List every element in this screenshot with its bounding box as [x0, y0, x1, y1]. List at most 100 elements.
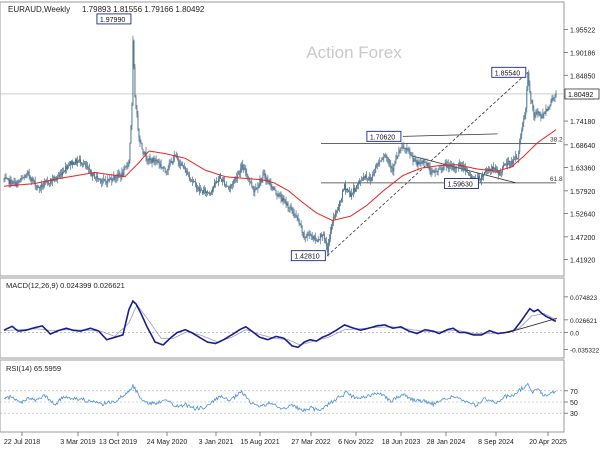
- candle-body: [186, 171, 188, 175]
- price-candle: [292, 207, 294, 217]
- price-panel: EURAUD,Weekly 1.79893 1.81556 1.79166 1.…: [0, 1, 600, 277]
- price-candle: [393, 163, 395, 177]
- price-annotation-box: [290, 250, 326, 262]
- candle-body: [216, 181, 217, 184]
- price-candle: [323, 231, 325, 244]
- price-annotation-box: [491, 66, 527, 78]
- price-candle: [231, 183, 233, 189]
- candle-body: [382, 158, 384, 161]
- price-candle: [247, 173, 249, 181]
- price-candle: [528, 69, 530, 87]
- candle-body: [364, 176, 366, 178]
- price-candle: [321, 234, 323, 241]
- price-candle: [148, 155, 150, 165]
- price-candle: [68, 162, 69, 169]
- price-candle: [242, 159, 244, 171]
- price-candle: [363, 172, 365, 181]
- price-annotation-label: 1.85540: [495, 70, 520, 77]
- price-candle: [121, 167, 123, 181]
- price-candle: [541, 113, 543, 119]
- candle-body: [527, 72, 529, 90]
- candle-body: [278, 194, 280, 197]
- price-candle: [114, 175, 116, 182]
- candle-body: [40, 184, 42, 189]
- price-candle: [38, 186, 40, 194]
- candle-body: [223, 179, 225, 181]
- price-candle: [211, 189, 212, 195]
- candle-body: [282, 197, 284, 202]
- candle-body: [243, 168, 245, 170]
- candle-body: [436, 171, 438, 173]
- price-candle: [344, 183, 345, 191]
- price-candle: [354, 184, 355, 195]
- price-candle: [368, 176, 370, 181]
- price-candle: [104, 178, 106, 182]
- candle-body: [11, 184, 13, 185]
- candle-body: [316, 240, 318, 242]
- price-candle: [468, 170, 470, 177]
- candle-body: [406, 148, 408, 150]
- candle-body: [33, 180, 35, 182]
- price-candle: [111, 173, 113, 186]
- candle-body: [188, 175, 190, 180]
- price-candle: [124, 164, 126, 171]
- price-candle: [268, 179, 270, 185]
- price-candle: [61, 167, 63, 180]
- candle-body: [72, 161, 73, 165]
- price-candle: [305, 233, 307, 239]
- x-tick-label: 18 Jun 2023: [382, 439, 421, 446]
- price-candle: [20, 175, 22, 183]
- price-candle: [171, 161, 173, 165]
- candle-body: [85, 163, 87, 166]
- price-candle: [326, 242, 328, 257]
- price-candle: [367, 178, 369, 184]
- price-candle: [451, 162, 453, 171]
- price-candle: [320, 232, 322, 238]
- candle-body: [416, 161, 418, 166]
- candle-body: [405, 148, 407, 150]
- price-candle: [507, 157, 509, 170]
- price-candle: [274, 186, 276, 191]
- candle-body: [101, 181, 103, 183]
- price-candle: [140, 139, 142, 144]
- candle-body: [10, 179, 12, 185]
- price-candle: [298, 218, 300, 227]
- price-candle: [436, 170, 438, 175]
- candle-body: [149, 158, 151, 160]
- price-candle: [418, 160, 420, 165]
- price-candle: [218, 176, 220, 187]
- candle-body: [220, 176, 222, 179]
- price-candle: [126, 162, 128, 171]
- price-candle: [159, 160, 161, 169]
- price-candle: [6, 177, 8, 180]
- price-candle: [315, 237, 317, 242]
- candle-body: [254, 189, 256, 193]
- candle-body: [293, 213, 295, 216]
- candle-body: [287, 203, 289, 209]
- candle-body: [257, 186, 259, 189]
- candle-body: [347, 188, 348, 191]
- candle-body: [118, 173, 120, 176]
- candle-body: [91, 172, 93, 177]
- price-candle: [208, 191, 209, 194]
- candle-body: [533, 109, 535, 117]
- price-candle: [237, 170, 239, 183]
- candle-body: [344, 184, 345, 190]
- price-candle: [480, 178, 481, 183]
- candle-body: [482, 175, 483, 177]
- moving-average-line: [3, 129, 557, 222]
- price-candle: [3, 177, 5, 183]
- price-candle: [334, 209, 336, 221]
- candle-body: [385, 155, 387, 156]
- candle-body: [96, 176, 98, 178]
- price-candle: [329, 227, 331, 242]
- price-candle: [14, 177, 16, 187]
- candle-body: [166, 169, 168, 172]
- price-candle: [307, 231, 309, 237]
- candle-body: [122, 172, 124, 176]
- candle-body: [119, 174, 121, 176]
- price-candle: [256, 187, 258, 190]
- candle-body: [233, 181, 235, 185]
- price-candle: [155, 155, 157, 165]
- candle-body: [234, 178, 236, 182]
